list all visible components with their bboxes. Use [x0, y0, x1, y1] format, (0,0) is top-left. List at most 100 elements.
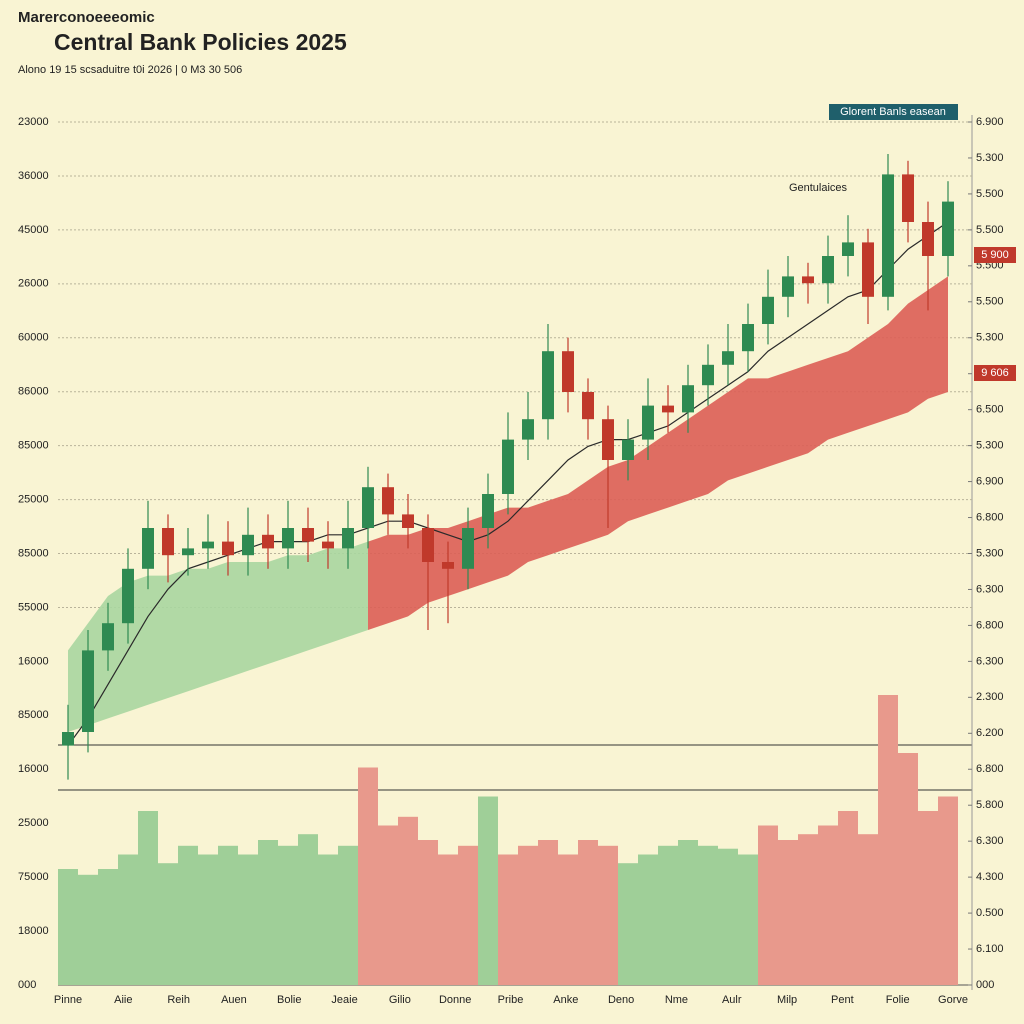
volume-bar [898, 753, 918, 985]
volume-bar [58, 869, 78, 985]
right-axis-label: 5.500 [976, 224, 1004, 236]
volume-bar [658, 845, 678, 985]
left-axis-label: 23000 [18, 116, 49, 128]
x-axis-label: Anke [553, 994, 578, 1006]
volume-bar [558, 854, 578, 985]
left-axis-label: 45000 [18, 224, 49, 236]
left-axis-label: 85000 [18, 709, 49, 721]
candle-body [62, 732, 74, 746]
candle-body [642, 405, 654, 440]
volume-bar [318, 854, 338, 985]
x-axis-label: Donne [439, 994, 471, 1006]
candle-body [842, 242, 854, 256]
right-axis-label: 2.300 [976, 691, 1004, 703]
volume-bar [98, 869, 118, 985]
volume-bar [238, 854, 258, 985]
candle-body [502, 439, 514, 494]
candle-body [622, 439, 634, 460]
volume-bar [278, 845, 298, 985]
volume-bar [418, 840, 438, 985]
candle-body [342, 528, 354, 549]
volume-bar [598, 845, 618, 985]
volume-bar [198, 854, 218, 985]
candle-body [282, 528, 294, 549]
candle-body [762, 296, 774, 324]
volume-bar [498, 854, 518, 985]
right-axis-label: 5.500 [976, 188, 1004, 200]
candle-body [82, 650, 94, 732]
right-axis-label: 6.800 [976, 619, 1004, 631]
volume-bar [618, 863, 638, 985]
left-axis-label: 16000 [18, 763, 49, 775]
left-axis-label: 16000 [18, 655, 49, 667]
x-axis-label: Nme [665, 994, 688, 1006]
left-axis-label: 000 [18, 979, 36, 991]
annotation: Gentulaices [789, 182, 848, 194]
x-axis-label: Pent [831, 994, 854, 1006]
volume-bar [118, 854, 138, 985]
kicker: Marerconoeeeomic [18, 9, 155, 26]
right-axis-label: 5.500 [976, 296, 1004, 308]
candle-body [442, 562, 454, 569]
candle-body [782, 276, 794, 297]
candle-body [722, 351, 734, 365]
volume-bar [138, 811, 158, 985]
volume-bar [78, 874, 98, 985]
candle-body [462, 528, 474, 569]
candle-body [202, 541, 214, 549]
x-axis-label: Gilio [389, 994, 411, 1006]
volume-bar [578, 840, 598, 985]
right-axis-label: 000 [976, 979, 994, 991]
x-axis-label: Jeaie [331, 994, 357, 1006]
candle-body [162, 528, 174, 556]
x-axis-label: Pinne [54, 994, 82, 1006]
band-area [368, 276, 948, 630]
x-axis-label: Aulr [722, 994, 742, 1006]
right-axis-label: 5.800 [976, 799, 1004, 811]
volume-bar [458, 845, 478, 985]
right-axis-label: 6.100 [976, 943, 1004, 955]
candle-body [682, 385, 694, 413]
candle-body [102, 623, 114, 651]
volume-bar [878, 695, 898, 985]
volume-bar [718, 848, 738, 985]
volume-bar [538, 840, 558, 985]
right-axis-label: 6.800 [976, 763, 1004, 775]
right-axis-label: 5.300 [976, 440, 1004, 452]
left-axis-label: 85000 [18, 440, 49, 452]
right-axis-label: 5.300 [976, 332, 1004, 344]
right-axis-label: 6.800 [976, 511, 1004, 523]
chart-title: Central Bank Policies 2025 [54, 29, 347, 55]
right-axis-label: 4.300 [976, 871, 1004, 883]
volume-bar [298, 834, 318, 985]
candle-body [822, 256, 834, 284]
right-axis-label: 6.300 [976, 583, 1004, 595]
x-axis-label: Bolie [277, 994, 301, 1006]
right-axis-label: 6.200 [976, 727, 1004, 739]
volume-bar [338, 845, 358, 985]
candle-body [582, 392, 594, 420]
price-tag [974, 365, 1016, 381]
volume-bar [638, 854, 658, 985]
candle-body [562, 351, 574, 392]
volume-bar [798, 834, 818, 985]
left-axis-label: 25000 [18, 493, 49, 505]
volume-bar [778, 840, 798, 985]
candle-body [942, 201, 954, 256]
price-tag [974, 247, 1016, 263]
left-axis-label: 25000 [18, 817, 49, 829]
left-axis-label: 26000 [18, 278, 49, 290]
volume-bar [838, 811, 858, 985]
volume-bar [698, 845, 718, 985]
right-axis-label: 5.300 [976, 547, 1004, 559]
candle-body [662, 405, 674, 413]
legend-box [829, 104, 958, 120]
price-tag-label: 9 606 [981, 367, 1009, 379]
left-axis-label: 36000 [18, 170, 49, 182]
candle-body [802, 276, 814, 284]
candle-body [122, 568, 134, 624]
candle-body [702, 364, 714, 386]
right-axis-label: 6.300 [976, 835, 1004, 847]
candle-body [522, 419, 534, 440]
x-axis-label: Auen [221, 994, 247, 1006]
